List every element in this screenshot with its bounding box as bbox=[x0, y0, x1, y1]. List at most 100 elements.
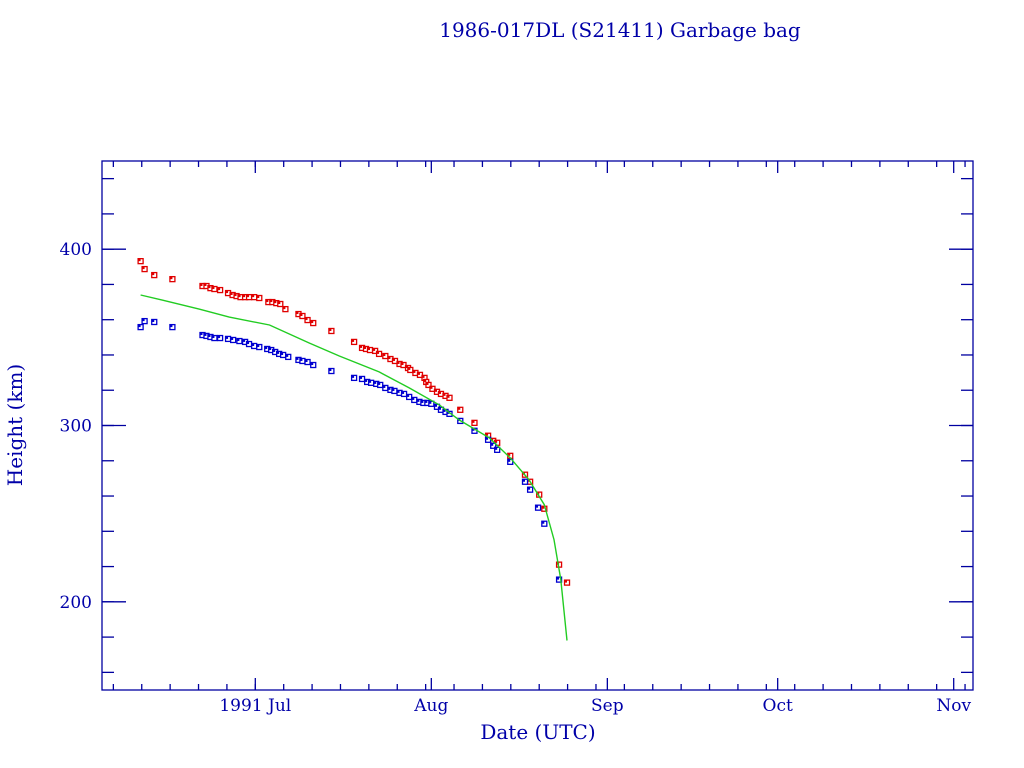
point-marker-fill bbox=[142, 318, 145, 322]
point-marker-fill bbox=[310, 362, 314, 366]
point-marker-fill bbox=[230, 337, 234, 340]
point-marker-fill bbox=[407, 367, 411, 370]
perigee-point bbox=[236, 337, 243, 345]
y-axis-tick-labels: 200 300 400 bbox=[60, 240, 92, 613]
perigee-point bbox=[358, 375, 366, 383]
perigee-point bbox=[299, 357, 306, 365]
x-tick-label: 1991 Jul bbox=[219, 696, 291, 716]
point-marker-fill bbox=[422, 375, 425, 378]
point-marker-fill bbox=[485, 437, 489, 440]
point-marker-fill bbox=[273, 300, 277, 304]
point-marker-fill bbox=[367, 347, 370, 351]
series-perigee bbox=[137, 317, 563, 583]
point-marker-fill bbox=[169, 324, 173, 328]
point-marker-fill bbox=[256, 295, 260, 299]
y-axis-ticks bbox=[102, 177, 973, 674]
point-marker-fill bbox=[305, 317, 308, 321]
apogee-point bbox=[446, 394, 453, 401]
point-marker-fill bbox=[527, 487, 531, 490]
perigee-point bbox=[555, 576, 563, 583]
perigee-point bbox=[251, 342, 258, 350]
perigee-point bbox=[490, 442, 497, 449]
perigee-point bbox=[216, 334, 224, 342]
perigee-point bbox=[382, 384, 389, 392]
point-marker-fill bbox=[280, 352, 284, 355]
point-marker-fill bbox=[411, 397, 415, 400]
apogee-point bbox=[137, 258, 144, 265]
point-marker-fill bbox=[397, 361, 400, 364]
point-marker-fill bbox=[138, 324, 141, 328]
x-tick-label: Nov bbox=[936, 696, 971, 716]
point-marker-fill bbox=[310, 320, 314, 324]
point-marker-fill bbox=[485, 433, 489, 436]
point-marker-fill bbox=[443, 409, 446, 412]
point-marker-fill bbox=[424, 400, 428, 403]
point-marker-fill bbox=[203, 283, 207, 287]
point-marker-fill bbox=[443, 393, 446, 396]
point-marker-fill bbox=[359, 376, 363, 379]
point-marker-fill bbox=[387, 356, 391, 360]
point-marker-fill bbox=[138, 258, 141, 262]
point-marker-fill bbox=[391, 388, 395, 391]
perigee-point bbox=[230, 336, 237, 344]
point-marker-fill bbox=[305, 359, 308, 363]
point-marker-fill bbox=[264, 346, 268, 349]
point-marker-fill bbox=[151, 319, 155, 322]
perigee-point bbox=[391, 387, 398, 395]
point-marker-fill bbox=[363, 346, 367, 349]
point-marker-fill bbox=[471, 420, 475, 423]
point-marker-fill bbox=[211, 335, 215, 339]
point-marker-fill bbox=[217, 335, 221, 339]
series-apogee bbox=[137, 258, 571, 586]
perigee-point bbox=[137, 323, 144, 331]
point-marker-fill bbox=[246, 341, 250, 345]
perigee-point bbox=[411, 396, 418, 404]
point-marker-fill bbox=[256, 344, 260, 348]
apogee-point bbox=[141, 265, 148, 273]
point-marker-fill bbox=[225, 336, 229, 339]
point-marker-fill bbox=[268, 347, 272, 351]
point-marker-fill bbox=[541, 521, 545, 524]
apogee-point bbox=[277, 300, 284, 308]
point-marker-fill bbox=[225, 290, 229, 294]
point-marker-fill bbox=[364, 379, 368, 382]
y-tick-label: 300 bbox=[60, 417, 92, 437]
perigee-point bbox=[279, 351, 287, 359]
perigee-point bbox=[521, 478, 529, 485]
perigee-point bbox=[406, 393, 413, 401]
point-marker-fill bbox=[277, 301, 281, 305]
point-marker-fill bbox=[423, 379, 427, 382]
series-layer bbox=[137, 258, 571, 641]
point-marker-fill bbox=[438, 391, 441, 394]
apogee-point bbox=[382, 352, 389, 360]
point-marker-fill bbox=[230, 292, 233, 296]
point-marker-fill bbox=[382, 353, 386, 357]
point-marker-fill bbox=[522, 479, 526, 482]
apogee-point bbox=[256, 294, 263, 302]
apogee-point bbox=[457, 406, 464, 413]
point-marker-fill bbox=[295, 311, 299, 315]
point-marker-fill bbox=[251, 343, 255, 346]
point-marker-fill bbox=[207, 334, 211, 337]
point-marker-fill bbox=[434, 404, 437, 407]
perigee-point bbox=[224, 335, 232, 343]
apogee-point bbox=[211, 285, 218, 293]
perigee-point bbox=[367, 379, 375, 386]
perigee-point bbox=[151, 318, 158, 326]
apogee-point bbox=[563, 579, 571, 586]
apogee-point bbox=[471, 419, 478, 427]
point-marker-fill bbox=[397, 390, 400, 393]
apogee-point bbox=[299, 312, 306, 320]
point-marker-fill bbox=[251, 294, 255, 298]
point-marker-fill bbox=[377, 382, 381, 385]
point-marker-fill bbox=[446, 395, 450, 398]
point-marker-fill bbox=[446, 411, 450, 414]
point-marker-fill bbox=[438, 407, 441, 410]
point-marker-fill bbox=[406, 394, 410, 397]
apogee-point bbox=[366, 346, 374, 354]
perigee-point bbox=[526, 486, 534, 493]
point-marker-fill bbox=[299, 313, 303, 316]
point-marker-fill bbox=[494, 440, 498, 443]
point-marker-fill bbox=[234, 293, 237, 297]
